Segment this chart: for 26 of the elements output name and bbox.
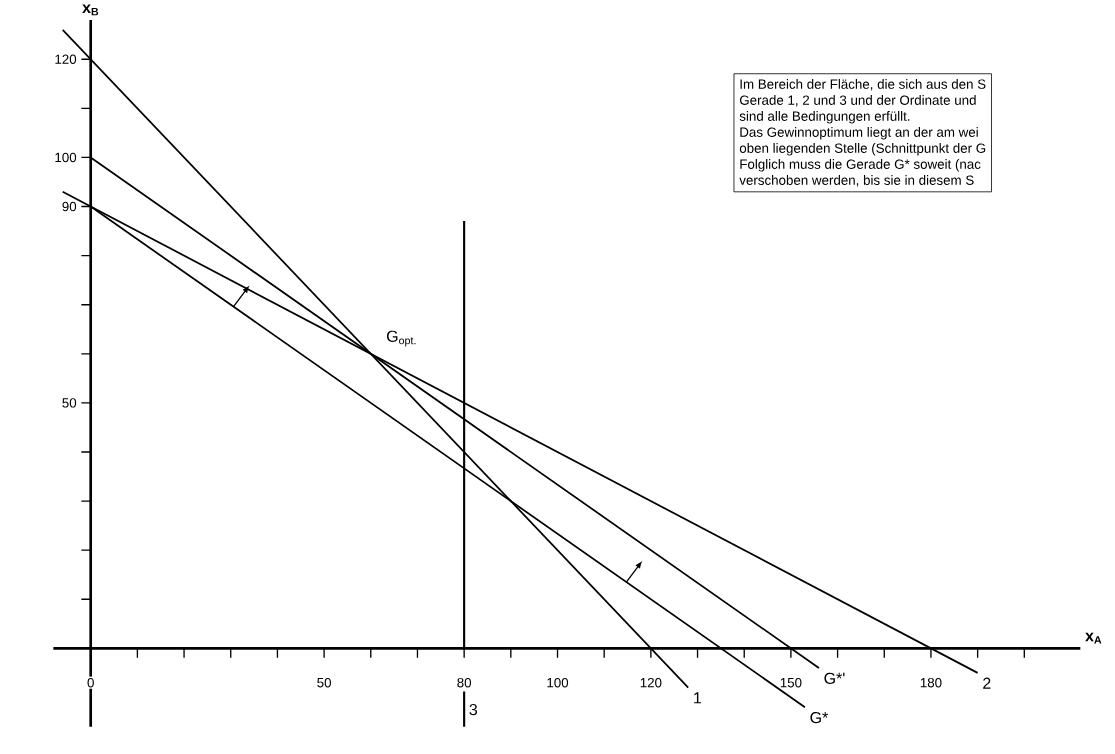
annotation: 1 <box>694 692 702 704</box>
x-tick-label: 180 <box>920 678 942 688</box>
y-axis-title: x$_{B}$ <box>82 4 99 16</box>
x-tick-label: 50 <box>317 678 331 688</box>
y-tick-label: 100 <box>55 152 77 163</box>
annotation: verschoben werden, bis sie in diesem S <box>739 175 974 187</box>
annotation: G*' <box>824 672 845 685</box>
y-tick-label: 50 <box>62 398 77 408</box>
x-axis-title: x$_{A}$ <box>1085 632 1102 644</box>
annotation: sind alle Bedingungen erfüllt. <box>739 111 910 124</box>
x-tick-label: 0 <box>87 678 94 688</box>
annotation: Folglich muss die Gerade G* soweit (nac <box>740 159 981 172</box>
x-tick-label: 80 <box>457 678 472 688</box>
annotation: oben liegenden Stelle (Schnittpunkt der G <box>739 143 986 156</box>
annotation: Im Bereich der Fläche, die sich aus den S <box>740 79 986 91</box>
annotation: G* <box>810 712 829 724</box>
annotation: Das Gewinnoptimum liegt an der am wei <box>740 127 978 140</box>
x-tick-label: 120 <box>640 678 662 688</box>
annotation: G$_{opt.}$ <box>386 330 416 347</box>
x-tick-label: 100 <box>547 678 569 688</box>
x-tick-label: 150 <box>780 678 802 688</box>
y-tick-label: 120 <box>55 54 77 65</box>
annotation: 2 <box>983 677 991 689</box>
annotation: 3 <box>469 704 478 716</box>
annotation: Gerade 1, 2 und 3 und der Ordinate und <box>739 95 976 107</box>
y-tick-label: 90 <box>62 202 77 212</box>
